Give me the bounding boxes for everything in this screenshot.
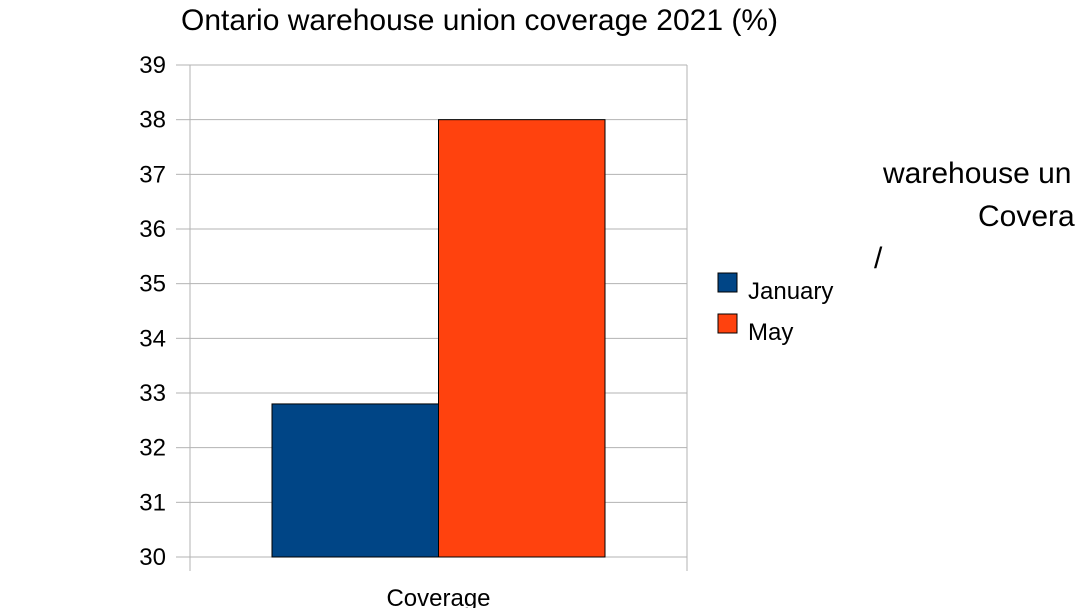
legend: January May (717, 272, 833, 346)
y-tick-label: 32 (139, 435, 166, 462)
y-tick-label: 31 (139, 489, 166, 516)
clipped-overlay-text: warehouse un Covera / (874, 157, 1075, 275)
bars (271, 119, 606, 558)
y-tick-label: 30 (139, 544, 166, 571)
legend-swatch-january (717, 272, 738, 293)
overlay-mark: / (874, 242, 883, 275)
legend-swatch-may (717, 313, 738, 334)
legend-label-january: January (748, 278, 833, 305)
y-tick-label: 34 (139, 325, 166, 352)
overlay-text-line-2: Covera (978, 200, 1075, 233)
y-tick-label: 38 (139, 107, 166, 134)
chart-title: Ontario warehouse union coverage 2021 (%… (181, 4, 778, 37)
x-axis-labels: Coverage (386, 585, 490, 608)
legend-label-may: May (748, 319, 793, 346)
y-axis-ticks: 30 31 32 33 34 35 36 37 38 39 (139, 52, 190, 571)
overlay-text-line-1: warehouse un (882, 157, 1071, 190)
y-tick-label: 37 (139, 161, 166, 188)
bar-may (438, 119, 606, 558)
bar-january (271, 403, 439, 558)
y-tick-label: 36 (139, 216, 166, 243)
x-tick-label: Coverage (386, 585, 490, 608)
y-tick-label: 35 (139, 271, 166, 298)
y-tick-label: 33 (139, 380, 166, 407)
y-tick-label: 39 (139, 52, 166, 79)
